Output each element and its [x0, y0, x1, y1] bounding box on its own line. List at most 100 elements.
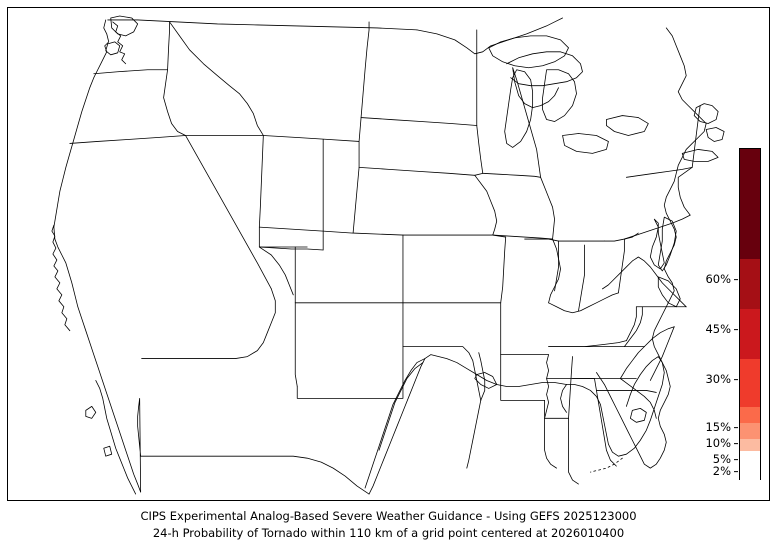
lake-erie — [562, 133, 609, 154]
state-border-nm-tx — [296, 302, 404, 399]
island-baja-2 — [103, 445, 113, 457]
colorbar-tick-mark-45 — [734, 328, 738, 330]
colorbar-tick-mark-15 — [734, 426, 738, 428]
lake-okeechobee — [629, 407, 647, 423]
state-border-co-east — [352, 232, 404, 304]
state-border-pa-nj — [677, 166, 693, 216]
state-border-wa-or — [93, 69, 168, 75]
lake-huron — [542, 69, 577, 122]
state-border-wy-co — [258, 226, 354, 234]
state-border-il-wi — [524, 238, 559, 242]
state-border-or-id — [163, 69, 186, 136]
state-border-ok-tx — [402, 346, 482, 401]
state-border-mt-nd — [358, 21, 370, 142]
colorbar-tick-mark-2 — [734, 470, 738, 472]
state-border-ia-mo — [492, 234, 553, 240]
state-border-ky-oh-in — [548, 292, 619, 314]
coastline-northeast — [596, 27, 707, 469]
colorbar-tick-45: 45% — [702, 324, 738, 336]
colorbar-tick-mark-60 — [734, 278, 738, 280]
caption-line-1: CIPS Experimental Analog-Based Severe We… — [140, 509, 637, 523]
state-border-al-ga — [572, 378, 617, 467]
state-border-ia-il — [540, 176, 555, 240]
coastline-long-island — [681, 149, 719, 162]
state-border-ms-al-vertical — [568, 356, 573, 419]
state-border-wa-id — [167, 21, 170, 71]
coastline-louisiana-delta — [474, 372, 498, 389]
state-border-oh-mi — [604, 232, 639, 242]
colorbar-segment-2-5 — [740, 439, 760, 451]
colorbar-segment-45-60 — [740, 259, 760, 309]
state-border-ga-sc-east — [619, 378, 657, 419]
state-border-ga-sc — [619, 346, 645, 379]
coastline-cape-cod — [705, 127, 725, 142]
colorbar-segment-0-2 — [740, 451, 760, 481]
state-border-oh-pa — [617, 238, 625, 294]
state-border-sd-mn — [474, 125, 484, 176]
colorbar-tick-5: 5% — [702, 454, 738, 466]
probability-colorbar[interactable] — [739, 148, 761, 481]
map-panel[interactable]: 60% 45% 30% 15% 10% 5% 2% — [7, 7, 770, 501]
state-border-ut-az — [258, 246, 324, 251]
state-border-wy-east — [352, 141, 360, 234]
state-border-id-mt — [169, 21, 264, 136]
coastline-new-england — [693, 103, 719, 124]
coastline-delmarva — [657, 216, 677, 272]
coastline-puget-sound — [112, 21, 127, 65]
colorbar-tick-mark-5 — [734, 458, 738, 460]
state-border-ar-tn — [544, 354, 549, 419]
lake-superior — [488, 35, 569, 69]
state-border-wi-mi — [512, 67, 559, 108]
state-border-nc-tn — [623, 306, 643, 348]
coastline-florida-keys — [590, 457, 623, 473]
colorbar-tick-label-30: 30% — [705, 372, 731, 387]
colorbar-tick-mark-10 — [734, 442, 738, 444]
state-border-ga-fl — [596, 390, 657, 393]
state-border-pa-ny — [623, 214, 691, 240]
coastline-florida — [560, 356, 665, 457]
state-border-ut-nv — [258, 135, 264, 248]
colorbar-tick-label-60: 60% — [705, 272, 731, 287]
state-border-va-wv — [602, 256, 687, 308]
colorbar-segment-10-15 — [740, 407, 760, 423]
state-border-tx-la-south — [466, 400, 482, 469]
lake-ontario — [606, 115, 649, 136]
colorbar-tick-label-5: 5% — [712, 452, 731, 467]
state-border-ky-tn — [548, 340, 627, 348]
state-border-pa-ny-north — [625, 166, 693, 178]
border-mexico-west — [137, 398, 142, 493]
state-border-ny-ne — [691, 105, 701, 168]
state-border-sc-nc — [643, 326, 675, 348]
us-map-graphic — [51, 15, 725, 495]
border-mexico — [140, 455, 370, 495]
state-border-ia-mn — [482, 172, 541, 178]
coastline-pacific — [53, 19, 142, 493]
state-border-mn-wi — [512, 67, 541, 178]
state-border-nv-az — [258, 246, 294, 296]
colorbar-tick-label-10: 10% — [705, 436, 731, 451]
coastline-michigan-up — [506, 51, 583, 87]
colorbar-segment-60-100 — [740, 149, 760, 259]
lake-michigan — [504, 69, 534, 148]
state-border-tx-la — [478, 352, 486, 401]
state-border-az-nm — [294, 246, 298, 387]
state-border-il-in — [554, 240, 559, 292]
border-canada-north — [107, 19, 418, 31]
coastline-chesapeake — [649, 218, 665, 270]
coastline-gulf — [368, 354, 567, 495]
colorbar-tick-2: 2% — [702, 466, 738, 478]
coastline-california-detail — [51, 224, 71, 332]
state-border-ks-mo — [492, 234, 507, 304]
colorbar-tick-label-15: 15% — [705, 420, 731, 435]
state-border-mo-il — [548, 238, 561, 304]
state-border-sc-coast — [649, 326, 675, 381]
colorbar-tick-label-45: 45% — [705, 322, 731, 337]
colorbar-tick-label-2: 2% — [712, 464, 731, 479]
state-border-ky-va — [625, 306, 637, 342]
state-border-ne-sd — [358, 166, 476, 176]
island-olympic — [105, 41, 121, 56]
island-baja-1 — [85, 405, 97, 419]
state-border-or-ca-nv — [69, 135, 186, 144]
island-vancouver — [110, 15, 139, 37]
